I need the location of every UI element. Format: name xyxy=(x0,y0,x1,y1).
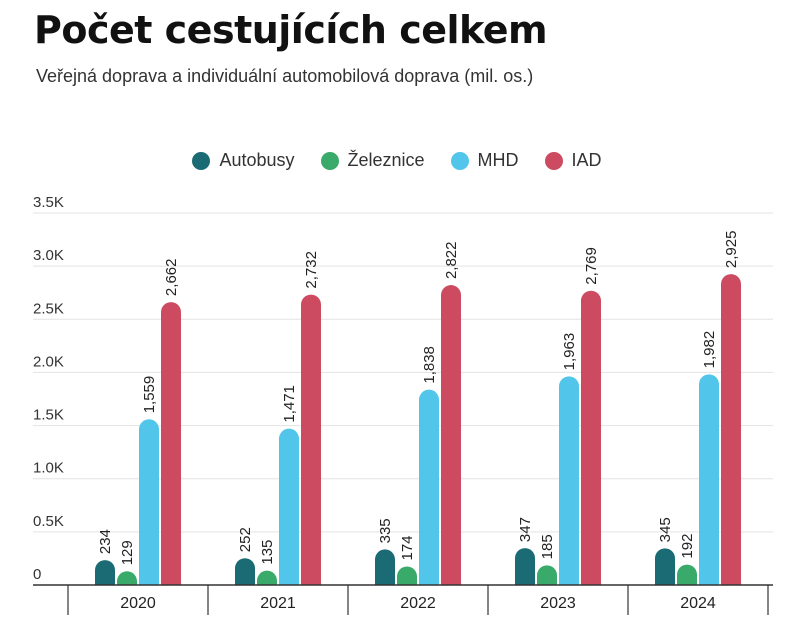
bar-autobusy xyxy=(235,558,255,585)
data-label: 1,982 xyxy=(701,331,718,369)
y-tick-label: 3.0K xyxy=(33,247,64,264)
legend-item-iad: IAD xyxy=(544,150,602,171)
y-tick-label: 0 xyxy=(33,566,41,583)
bar-iad xyxy=(441,285,461,585)
data-label: 345 xyxy=(657,517,674,542)
data-label: 335 xyxy=(377,518,394,543)
data-label: 252 xyxy=(237,527,254,552)
legend-swatch-autobusy xyxy=(192,151,211,170)
legend-label-mhd: MHD xyxy=(477,150,519,170)
bar-železnice xyxy=(117,571,137,585)
data-label: 185 xyxy=(539,534,556,559)
y-tick-label: 0.5K xyxy=(33,513,64,530)
data-label: 135 xyxy=(259,540,276,565)
data-label: 192 xyxy=(679,534,696,559)
x-tick-label: 2020 xyxy=(120,595,156,612)
y-tick-label: 1.5K xyxy=(33,407,64,424)
bar-autobusy xyxy=(95,560,115,585)
legend-swatch-mhd xyxy=(450,151,469,170)
legend-swatch-zeleznice xyxy=(320,151,339,170)
legend-item-zeleznice: Železnice xyxy=(320,150,425,171)
legend-item-autobusy: Autobusy xyxy=(192,150,295,171)
bar-iad xyxy=(721,274,741,585)
bar-autobusy xyxy=(515,548,535,585)
bar-železnice xyxy=(257,570,277,585)
bar-mhd xyxy=(279,428,299,585)
bar-mhd xyxy=(139,419,159,585)
chart-title: Počet cestujících celkem xyxy=(34,8,548,52)
bar-mhd xyxy=(559,376,579,585)
x-tick-label: 2021 xyxy=(260,595,296,612)
data-label: 174 xyxy=(399,535,416,560)
bar-mhd xyxy=(699,374,719,585)
legend-item-mhd: MHD xyxy=(450,150,519,171)
bar-železnice xyxy=(537,565,557,585)
bar-železnice xyxy=(397,566,417,585)
bar-autobusy xyxy=(655,548,675,585)
bar-železnice xyxy=(677,564,697,585)
legend-swatch-iad xyxy=(544,151,563,170)
data-label: 2,662 xyxy=(163,259,180,297)
data-label: 2,925 xyxy=(723,231,740,269)
data-label: 2,732 xyxy=(303,251,320,289)
data-label: 1,471 xyxy=(281,385,298,423)
bar-iad xyxy=(161,302,181,585)
legend-label-iad: IAD xyxy=(571,150,602,170)
data-label: 1,963 xyxy=(561,333,578,371)
data-label: 347 xyxy=(517,517,534,542)
x-tick-label: 2022 xyxy=(400,595,436,612)
y-tick-label: 1.0K xyxy=(33,460,64,477)
data-label: 234 xyxy=(97,529,114,554)
bar-autobusy xyxy=(375,549,395,585)
data-label: 1,838 xyxy=(421,346,438,384)
x-tick-label: 2024 xyxy=(680,595,716,612)
chart-subtitle: Veřejná doprava a individuální automobil… xyxy=(36,66,534,86)
data-label: 2,769 xyxy=(583,247,600,285)
y-tick-label: 2.5K xyxy=(33,300,64,317)
legend-label-zeleznice: Železnice xyxy=(347,150,425,170)
data-label: 1,559 xyxy=(141,376,158,414)
y-tick-label: 2.0K xyxy=(33,353,64,370)
legend-label-autobusy: Autobusy xyxy=(219,150,295,170)
y-tick-label: 3.5K xyxy=(33,194,64,211)
bar-iad xyxy=(581,290,601,585)
legend: Autobusy Železnice MHD IAD xyxy=(0,150,794,171)
data-label: 129 xyxy=(119,540,136,565)
bar-mhd xyxy=(419,389,439,585)
data-label: 2,822 xyxy=(443,242,460,280)
x-tick-label: 2023 xyxy=(540,595,576,612)
bar-iad xyxy=(301,294,321,585)
